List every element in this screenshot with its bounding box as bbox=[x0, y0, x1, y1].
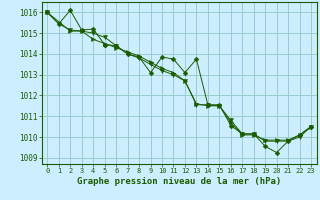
X-axis label: Graphe pression niveau de la mer (hPa): Graphe pression niveau de la mer (hPa) bbox=[77, 177, 281, 186]
